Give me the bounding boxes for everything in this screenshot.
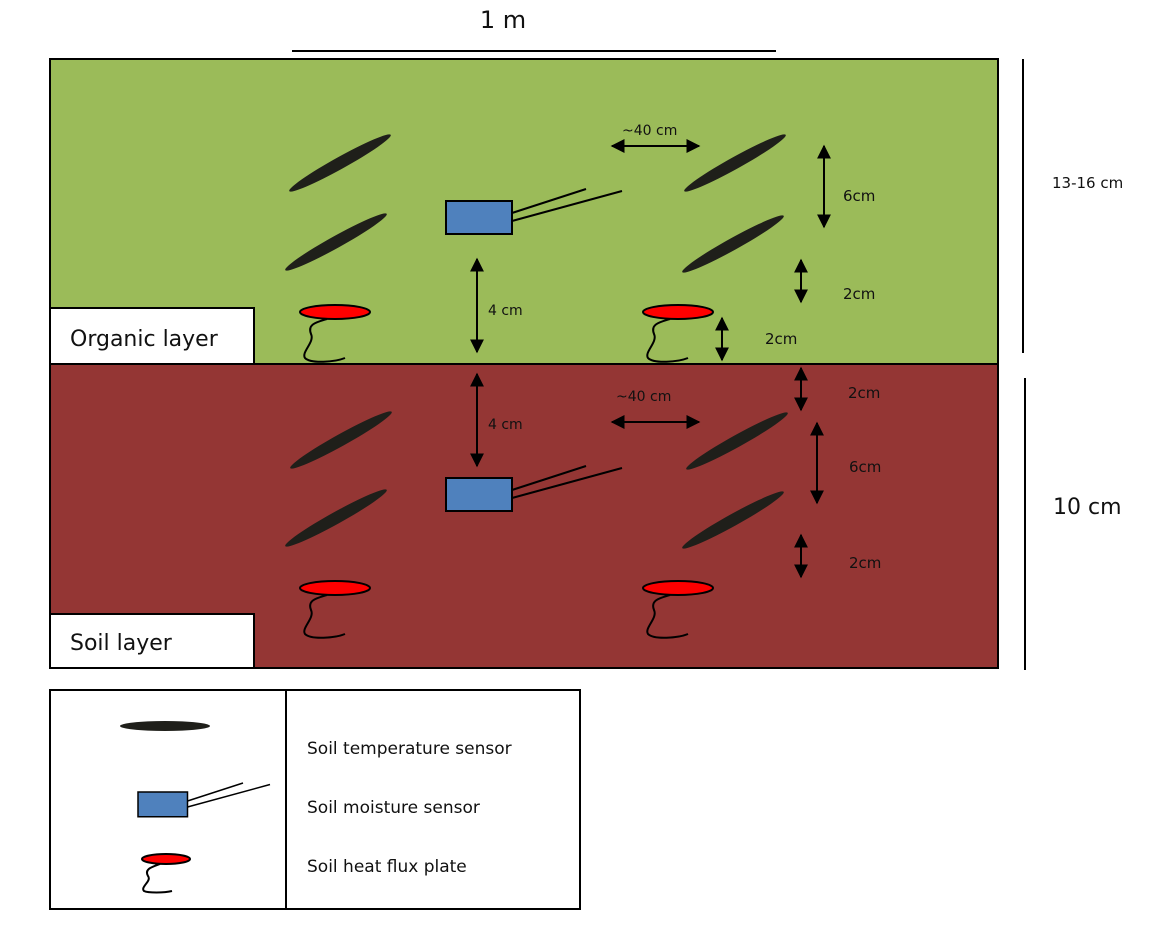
organic-depth-label: 13-16 cm: [1052, 174, 1123, 192]
soil-spacing-label: ~40 cm: [616, 389, 671, 405]
legend-moisture-sensor-label: Soil moisture sensor: [307, 798, 480, 818]
soil-layer-label: Soil layer: [70, 631, 173, 656]
legend-temperature-sensor-icon: [120, 721, 210, 731]
soil-top-offset-label: 2cm: [848, 384, 880, 402]
soil-bottom-offset-label: 2cm: [849, 554, 881, 572]
organic-layer-label: Organic layer: [70, 327, 219, 352]
organic-spacing-label: ~40 cm: [622, 123, 677, 139]
scale-label: 1 m: [480, 6, 526, 34]
organic-probe-depth-label: 4 cm: [488, 303, 523, 319]
legend-temperature-sensor-label: Soil temperature sensor: [307, 739, 512, 759]
soil-probe-depth-label: 4 cm: [488, 417, 523, 433]
legend-heat-flux-plate-label: Soil heat flux plate: [307, 857, 467, 877]
organic-temp-offset-label: 2cm: [843, 285, 875, 303]
organic-plate-offset-label: 2cm: [765, 330, 797, 348]
organic-temp-gap-label: 6cm: [843, 187, 875, 205]
legend-heat-flux-plate-icon: [141, 853, 191, 894]
soil-layer-label-box: [49, 613, 255, 669]
soil-depth-label: 10 cm: [1053, 495, 1122, 520]
soil-temp-gap-label: 6cm: [849, 458, 881, 476]
organic-layer-label-box: [49, 307, 255, 365]
soil-layer: [49, 363, 999, 669]
